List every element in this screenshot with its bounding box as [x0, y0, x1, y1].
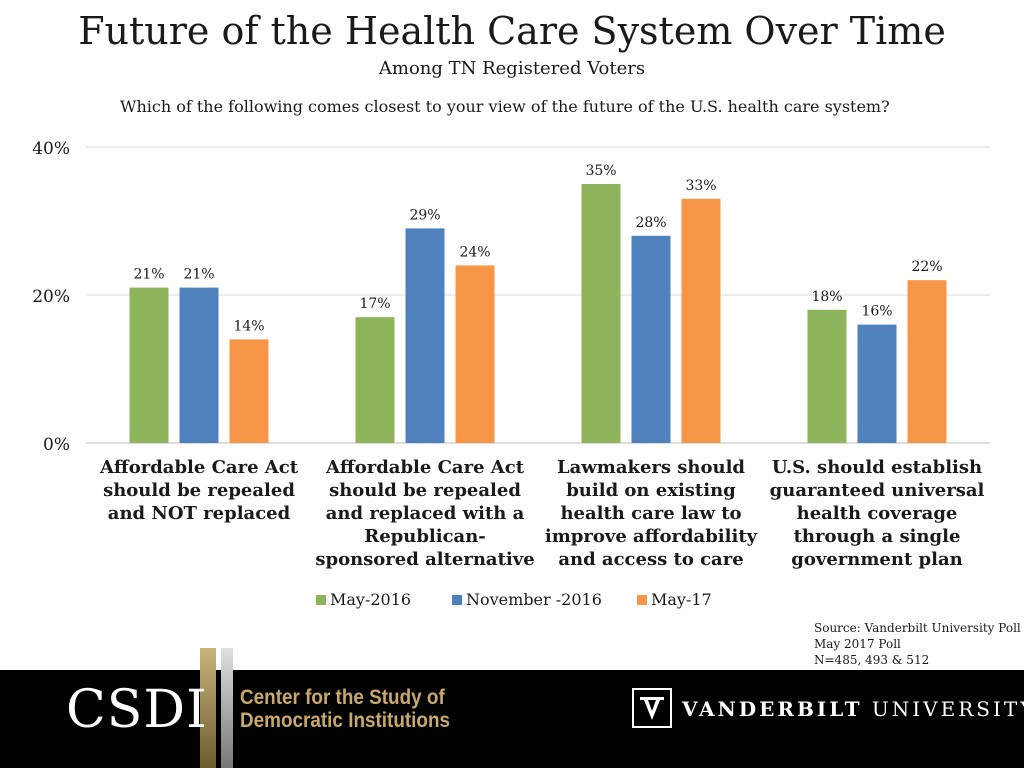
category-label-2-line-4: Republican-: [364, 526, 486, 547]
category-label-2-line-3: and replaced with a: [325, 503, 525, 524]
y-tick-label-20: 20%: [32, 287, 70, 307]
category-label-2: Affordable Care Act should be repealed and…: [312, 456, 538, 571]
category-label-2-line-2: should be repealed: [329, 480, 521, 501]
data-label-3-4: 22%: [911, 259, 942, 275]
category-label-3-line-1: Lawmakers should: [556, 457, 746, 478]
category-label-3-line-3: health care law to: [560, 503, 742, 524]
data-label-1-3: 35%: [585, 163, 616, 179]
data-label-3-3: 33%: [685, 178, 716, 194]
legend-label-1: May-2016: [330, 590, 412, 609]
bar-1-3: [581, 184, 621, 443]
data-label-3-1: 14%: [233, 318, 264, 334]
vu-name-rest: UNIVERSITY: [862, 697, 1024, 721]
vu-name-bold: VANDERBILT: [682, 697, 863, 721]
csdi-name-line-2: Democratic Institutions: [240, 709, 451, 732]
source-line-2: May 2017 Poll: [814, 637, 901, 651]
category-label-3: Lawmakers should build on existing health …: [538, 456, 764, 571]
legend-label-3: May-17: [651, 590, 712, 609]
vanderbilt-wordmark: VANDERBILT UNIVERSITY: [682, 697, 1024, 721]
data-label-1-2: 17%: [359, 296, 390, 312]
csdi-logo-stripe: [200, 648, 216, 768]
data-label-3-2: 24%: [459, 244, 490, 260]
category-label-2-line-5: sponsored alternative: [315, 549, 535, 570]
y-tick-label-40: 40%: [32, 139, 70, 159]
legend-item-2: November -2016: [452, 590, 602, 609]
legend-swatch-3: [637, 594, 647, 605]
data-label-2-3: 28%: [635, 215, 666, 231]
survey-question: Which of the following comes closest to …: [120, 97, 890, 116]
bar-3-2: [455, 265, 495, 443]
bar-2-2: [405, 228, 445, 443]
bar-2-4: [857, 324, 897, 443]
bar-1-4: [807, 309, 847, 443]
data-label-1-4: 18%: [811, 289, 842, 305]
csdi-name-line-1: Center for the Study of: [240, 686, 445, 709]
data-label-2-4: 16%: [861, 304, 892, 320]
bar-3-4: [907, 280, 947, 443]
legend-swatch-2: [452, 594, 462, 605]
chart-title: Future of the Health Care System Over Ti…: [78, 9, 946, 53]
bar-2-3: [631, 235, 671, 443]
category-label-4: U.S. should establish guaranteed universa…: [764, 456, 990, 571]
category-label-1: Affordable Care Act should be repealed and…: [86, 456, 312, 525]
bar-3-3: [681, 198, 721, 443]
legend-label-2: November -2016: [466, 590, 602, 609]
category-label-1-line-1: Affordable Care Act: [99, 457, 299, 478]
bar-3-1: [229, 339, 269, 443]
source-note: Source: Vanderbilt University Poll May 2…: [803, 618, 1021, 670]
chart-legend: May-2016 November -2016 May-17: [0, 590, 1024, 610]
legend-item-3: May-17: [637, 590, 712, 609]
category-label-4-line-1: U.S. should establish: [771, 457, 983, 478]
data-label-2-2: 29%: [409, 207, 440, 223]
csdi-full-name: Center for the Study of Democratic Insti…: [240, 686, 450, 732]
category-label-4-line-3: health coverage: [796, 503, 958, 524]
bar-1-1: [129, 287, 169, 443]
category-label-3-line-5: and access to care: [558, 549, 744, 570]
bar-chart: 0% 20% 40% 21% 21% 14% 17% 29% 24% 35% 28% 33% 18% 16…: [32, 139, 990, 455]
source-line-3: N=485, 493 & 512: [814, 653, 930, 667]
source-line-1: Source: Vanderbilt University Poll: [814, 621, 1021, 635]
data-label-2-1: 21%: [183, 267, 214, 283]
data-label-1-1: 21%: [133, 267, 164, 283]
legend-item-1: May-2016: [316, 590, 411, 609]
category-label-4-line-2: guaranteed universal: [769, 480, 985, 501]
csdi-logo-text: CSDI: [66, 680, 208, 740]
vanderbilt-shield-icon: [632, 688, 672, 728]
category-label-4-line-5: government plan: [791, 549, 963, 570]
category-label-1-line-3: and NOT replaced: [107, 503, 291, 524]
bar-1-2: [355, 317, 395, 443]
bar-2-1: [179, 287, 219, 443]
category-label-2-line-1: Affordable Care Act: [325, 457, 525, 478]
category-label-1-line-2: should be repealed: [103, 480, 295, 501]
csdi-logo-stripe-2: [221, 648, 233, 768]
category-label-4-line-4: through a single: [793, 526, 961, 547]
legend-swatch-1: [316, 594, 326, 605]
y-tick-label-0: 0%: [43, 435, 70, 455]
footer-bar: [0, 670, 1024, 768]
category-label-3-line-2: build on existing: [566, 480, 736, 501]
category-label-3-line-4: improve affordability: [544, 526, 758, 547]
chart-subtitle: Among TN Registered Voters: [378, 58, 646, 79]
